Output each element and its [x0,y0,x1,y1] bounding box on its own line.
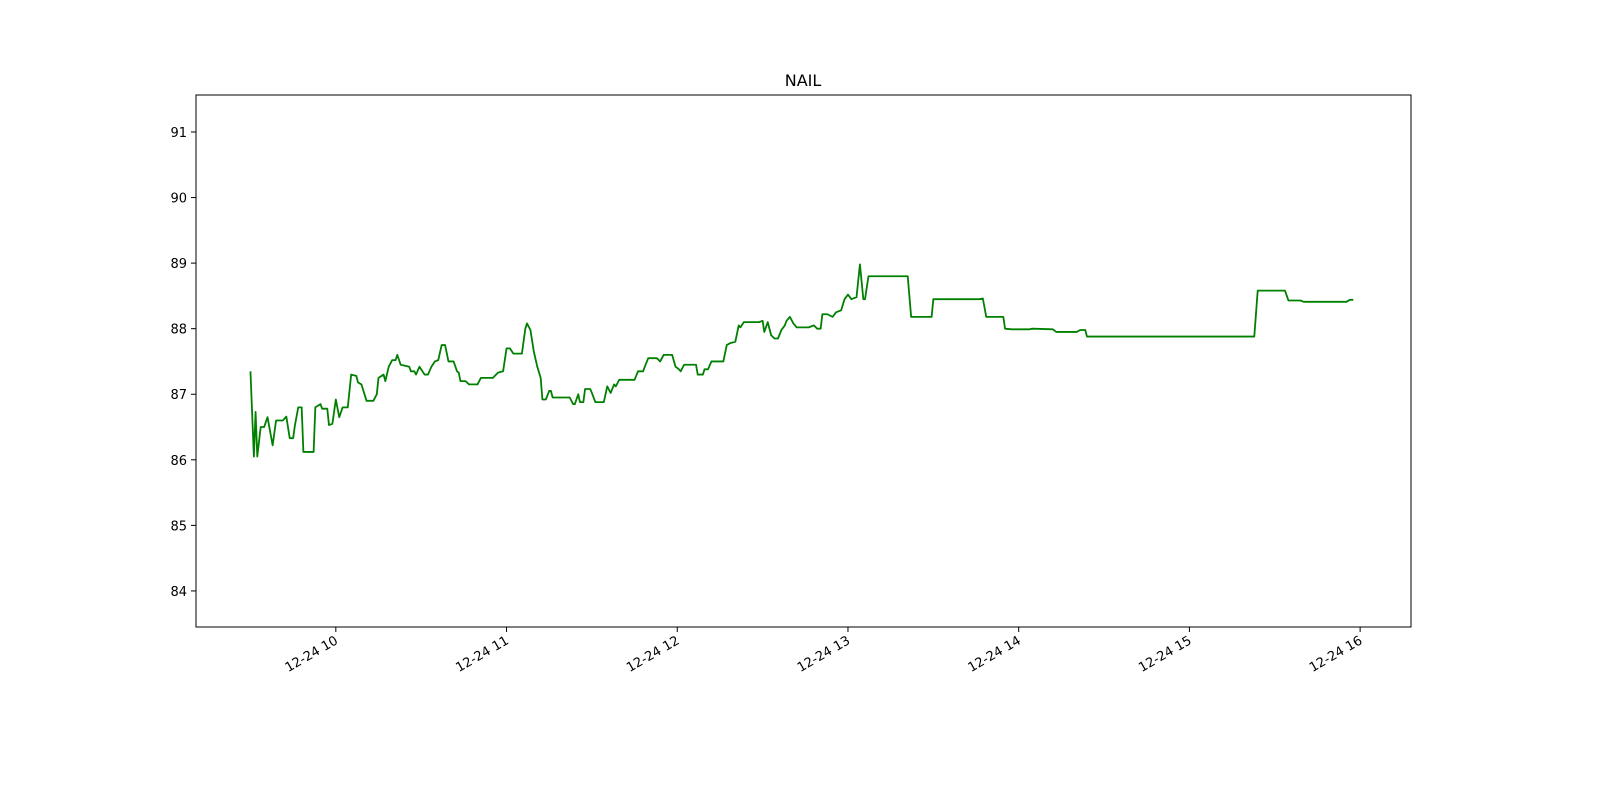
plot-frame [195,94,1412,628]
x-tick-label: 12-24 12 [624,633,682,675]
x-tick-label: 12-24 15 [1136,633,1194,675]
price-line [249,263,1354,458]
y-tick-label: 88 [170,323,187,338]
x-tick-label: 12-24 13 [795,633,853,675]
x-tick-label: 12-24 10 [283,633,341,675]
x-tick-label: 12-24 11 [453,633,511,675]
y-tick-label: 86 [170,454,187,469]
y-tick-label: 87 [170,388,187,403]
y-tick-label: 89 [170,257,187,272]
y-tick-label: 85 [170,519,187,534]
y-tick-label: 90 [170,192,187,207]
x-tick-label: 12-24 16 [1307,633,1365,675]
y-tick-label: 84 [170,585,187,600]
x-tick-label: 12-24 14 [966,633,1024,675]
y-tick-label: 91 [170,126,187,141]
chart-title: NAIL [785,71,822,90]
